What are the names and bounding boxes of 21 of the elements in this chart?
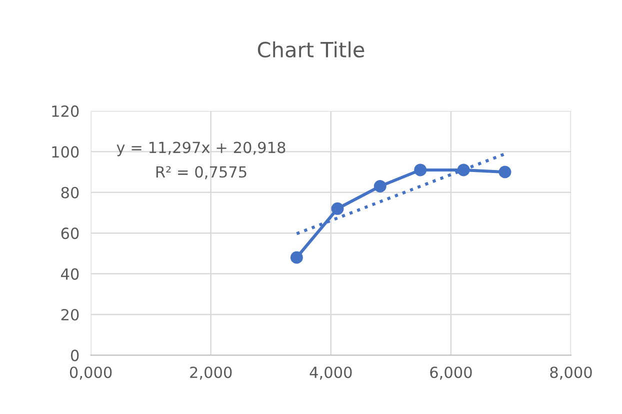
- chart-title: Chart Title: [258, 41, 364, 58]
- y-tick-label: 0: [70, 350, 79, 362]
- y-tick-label: 20: [61, 308, 79, 321]
- annotation: y = 11,297x + 20,918: [116, 142, 286, 156]
- y-tick-label: 80: [61, 186, 79, 198]
- y-tick-label: 40: [61, 268, 79, 280]
- x-tick-label: 6,000: [430, 366, 472, 380]
- point: [414, 164, 427, 176]
- point: [457, 164, 470, 176]
- annotation: R² = 0,7575: [156, 166, 246, 180]
- x-tick-label: 0,000: [70, 366, 112, 380]
- x-tick-label: 8,000: [550, 366, 592, 380]
- y-tick-label: 120: [52, 105, 79, 117]
- point: [331, 202, 344, 215]
- x-tick-label: 2,000: [190, 366, 232, 380]
- y-tick-label: 100: [52, 146, 79, 158]
- y-tick-label: 60: [61, 228, 79, 240]
- point: [290, 251, 303, 264]
- point: [374, 180, 386, 193]
- x-tick-label: 4,000: [310, 366, 352, 380]
- point: [498, 166, 512, 178]
